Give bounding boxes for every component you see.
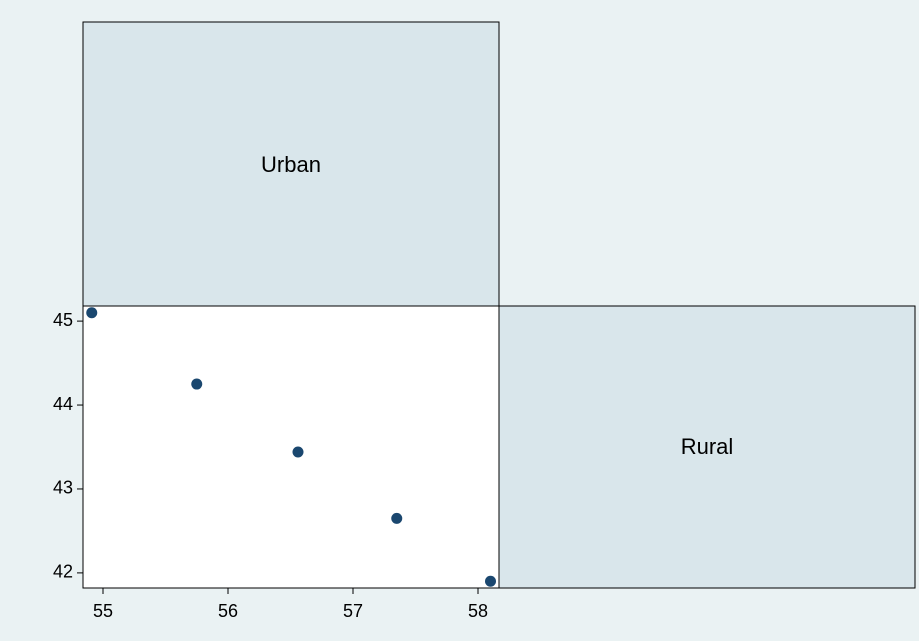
y-tick-label: 44 [53,394,73,414]
x-tick-label: 56 [218,601,238,621]
point [86,307,98,319]
x-tick-label: 55 [93,601,113,621]
x-tick-label: 58 [468,601,488,621]
point [292,446,304,458]
x-tick-label: 57 [343,601,363,621]
y-tick-label: 42 [53,562,73,582]
point [485,575,496,587]
variable-label: Urban [261,152,321,177]
point [191,378,203,390]
plot-area [82,305,500,589]
y-tick-label: 45 [53,310,73,330]
y-tick-label: 43 [53,478,73,498]
point [391,512,403,524]
diagonal-cell [498,305,916,589]
variable-label: Rural [681,434,734,459]
diagonal-cell [82,21,500,307]
